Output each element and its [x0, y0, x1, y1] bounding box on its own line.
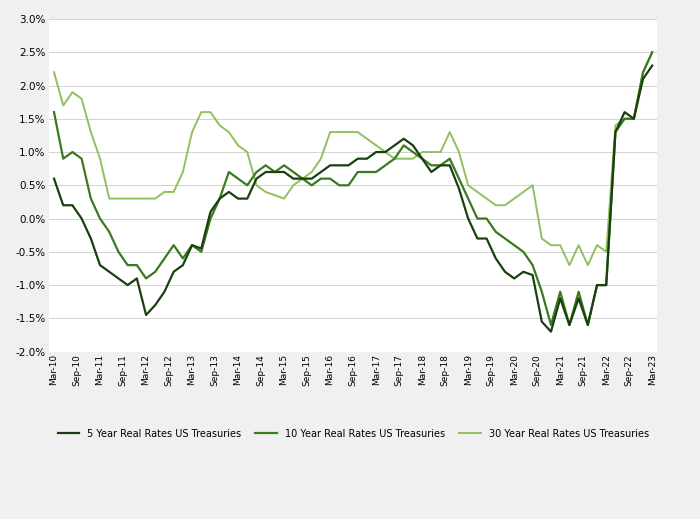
30 Year Real Rates US Treasuries: [519, 189, 528, 195]
10 Year Real Rates US Treasuries: [611, 129, 620, 135]
5 Year Real Rates US Treasuries: [307, 175, 316, 182]
10 Year Real Rates US Treasuries: [234, 175, 242, 182]
30 Year Real Rates US Treasuries: [96, 156, 104, 162]
30 Year Real Rates US Treasuries: [234, 142, 242, 148]
30 Year Real Rates US Treasuries: [648, 49, 657, 56]
30 Year Real Rates US Treasuries: [50, 69, 58, 75]
Line: 5 Year Real Rates US Treasuries: 5 Year Real Rates US Treasuries: [54, 65, 652, 332]
10 Year Real Rates US Treasuries: [197, 249, 206, 255]
10 Year Real Rates US Treasuries: [307, 182, 316, 188]
10 Year Real Rates US Treasuries: [50, 109, 58, 115]
10 Year Real Rates US Treasuries: [519, 249, 528, 255]
5 Year Real Rates US Treasuries: [50, 175, 58, 182]
Line: 10 Year Real Rates US Treasuries: 10 Year Real Rates US Treasuries: [54, 52, 652, 325]
30 Year Real Rates US Treasuries: [611, 122, 620, 129]
10 Year Real Rates US Treasuries: [547, 322, 555, 328]
5 Year Real Rates US Treasuries: [611, 129, 620, 135]
5 Year Real Rates US Treasuries: [234, 196, 242, 202]
30 Year Real Rates US Treasuries: [307, 169, 316, 175]
10 Year Real Rates US Treasuries: [648, 49, 657, 56]
5 Year Real Rates US Treasuries: [648, 62, 657, 69]
30 Year Real Rates US Treasuries: [565, 262, 573, 268]
5 Year Real Rates US Treasuries: [197, 245, 206, 252]
5 Year Real Rates US Treasuries: [547, 329, 555, 335]
30 Year Real Rates US Treasuries: [197, 109, 206, 115]
5 Year Real Rates US Treasuries: [96, 262, 104, 268]
Line: 30 Year Real Rates US Treasuries: 30 Year Real Rates US Treasuries: [54, 52, 652, 265]
5 Year Real Rates US Treasuries: [519, 269, 528, 275]
Legend: 5 Year Real Rates US Treasuries, 10 Year Real Rates US Treasuries, 30 Year Real : 5 Year Real Rates US Treasuries, 10 Year…: [54, 425, 652, 443]
10 Year Real Rates US Treasuries: [96, 215, 104, 222]
